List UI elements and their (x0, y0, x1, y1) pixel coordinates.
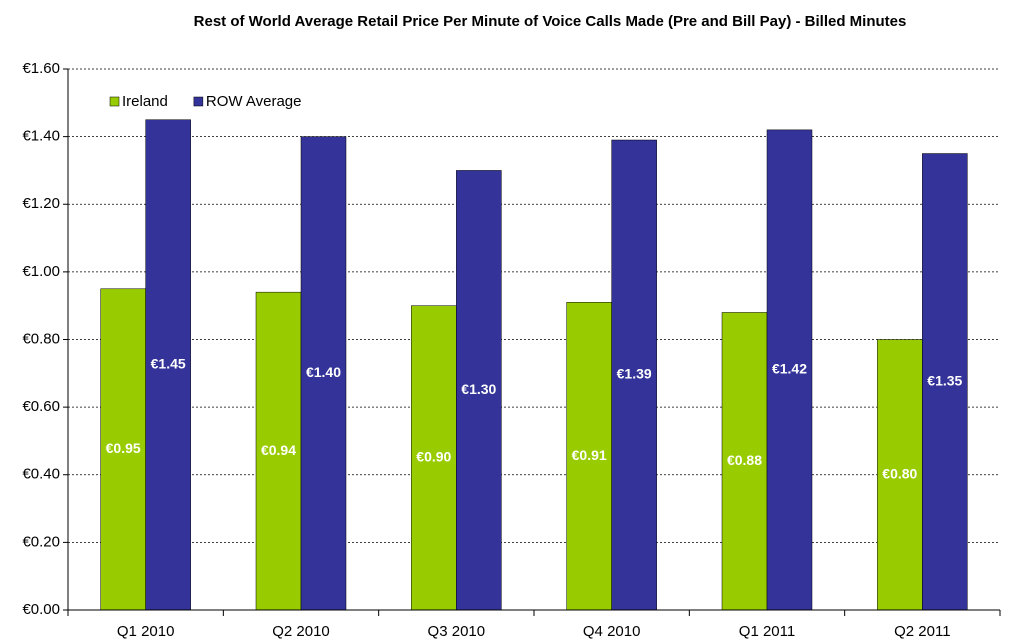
value-label: €1.30 (461, 381, 496, 397)
value-label: €1.45 (151, 356, 186, 372)
bar (411, 305, 457, 611)
x-tick-label: Q1 2011 (739, 623, 795, 640)
value-label: €0.91 (572, 447, 607, 463)
value-label: €0.80 (882, 465, 917, 481)
y-tick-label: €1.20 (22, 195, 60, 212)
bar (766, 129, 813, 611)
y-tick-label: €0.80 (22, 330, 60, 347)
y-tick-label: €0.00 (22, 601, 60, 618)
y-tick-label: €0.40 (22, 466, 60, 483)
x-tick-label: Q3 2010 (428, 623, 486, 640)
x-tick-label: Q2 2010 (272, 623, 330, 640)
legend-swatch (193, 96, 204, 107)
x-tick-label: Q1 2010 (117, 623, 175, 640)
value-label: €0.94 (261, 442, 296, 458)
chart-title: Rest of World Average Retail Price Per M… (194, 13, 907, 30)
value-label: €0.90 (416, 449, 451, 465)
x-tick-label: Q2 2011 (894, 623, 950, 640)
legend-label: Ireland (122, 93, 168, 110)
bar (566, 302, 612, 611)
bar (300, 136, 347, 611)
legend-swatch (109, 96, 120, 107)
bar (255, 291, 302, 611)
value-label: €1.35 (927, 372, 962, 388)
legend-label: ROW Average (206, 93, 302, 110)
value-label: €1.40 (306, 364, 341, 380)
bar (456, 170, 502, 611)
x-tick-label: Q4 2010 (583, 623, 641, 640)
bar (611, 139, 657, 611)
value-label: €1.39 (617, 366, 652, 382)
bar (922, 153, 968, 611)
value-label: €1.42 (772, 361, 807, 377)
y-tick-label: €0.60 (22, 398, 60, 415)
value-label: €0.95 (106, 440, 141, 456)
y-tick-label: €1.40 (22, 128, 60, 145)
value-label: €0.88 (727, 452, 762, 468)
y-tick-label: €1.00 (22, 263, 60, 280)
bar (877, 339, 923, 611)
y-tick-label: €0.20 (22, 533, 60, 550)
y-tick-label: €1.60 (22, 60, 60, 77)
